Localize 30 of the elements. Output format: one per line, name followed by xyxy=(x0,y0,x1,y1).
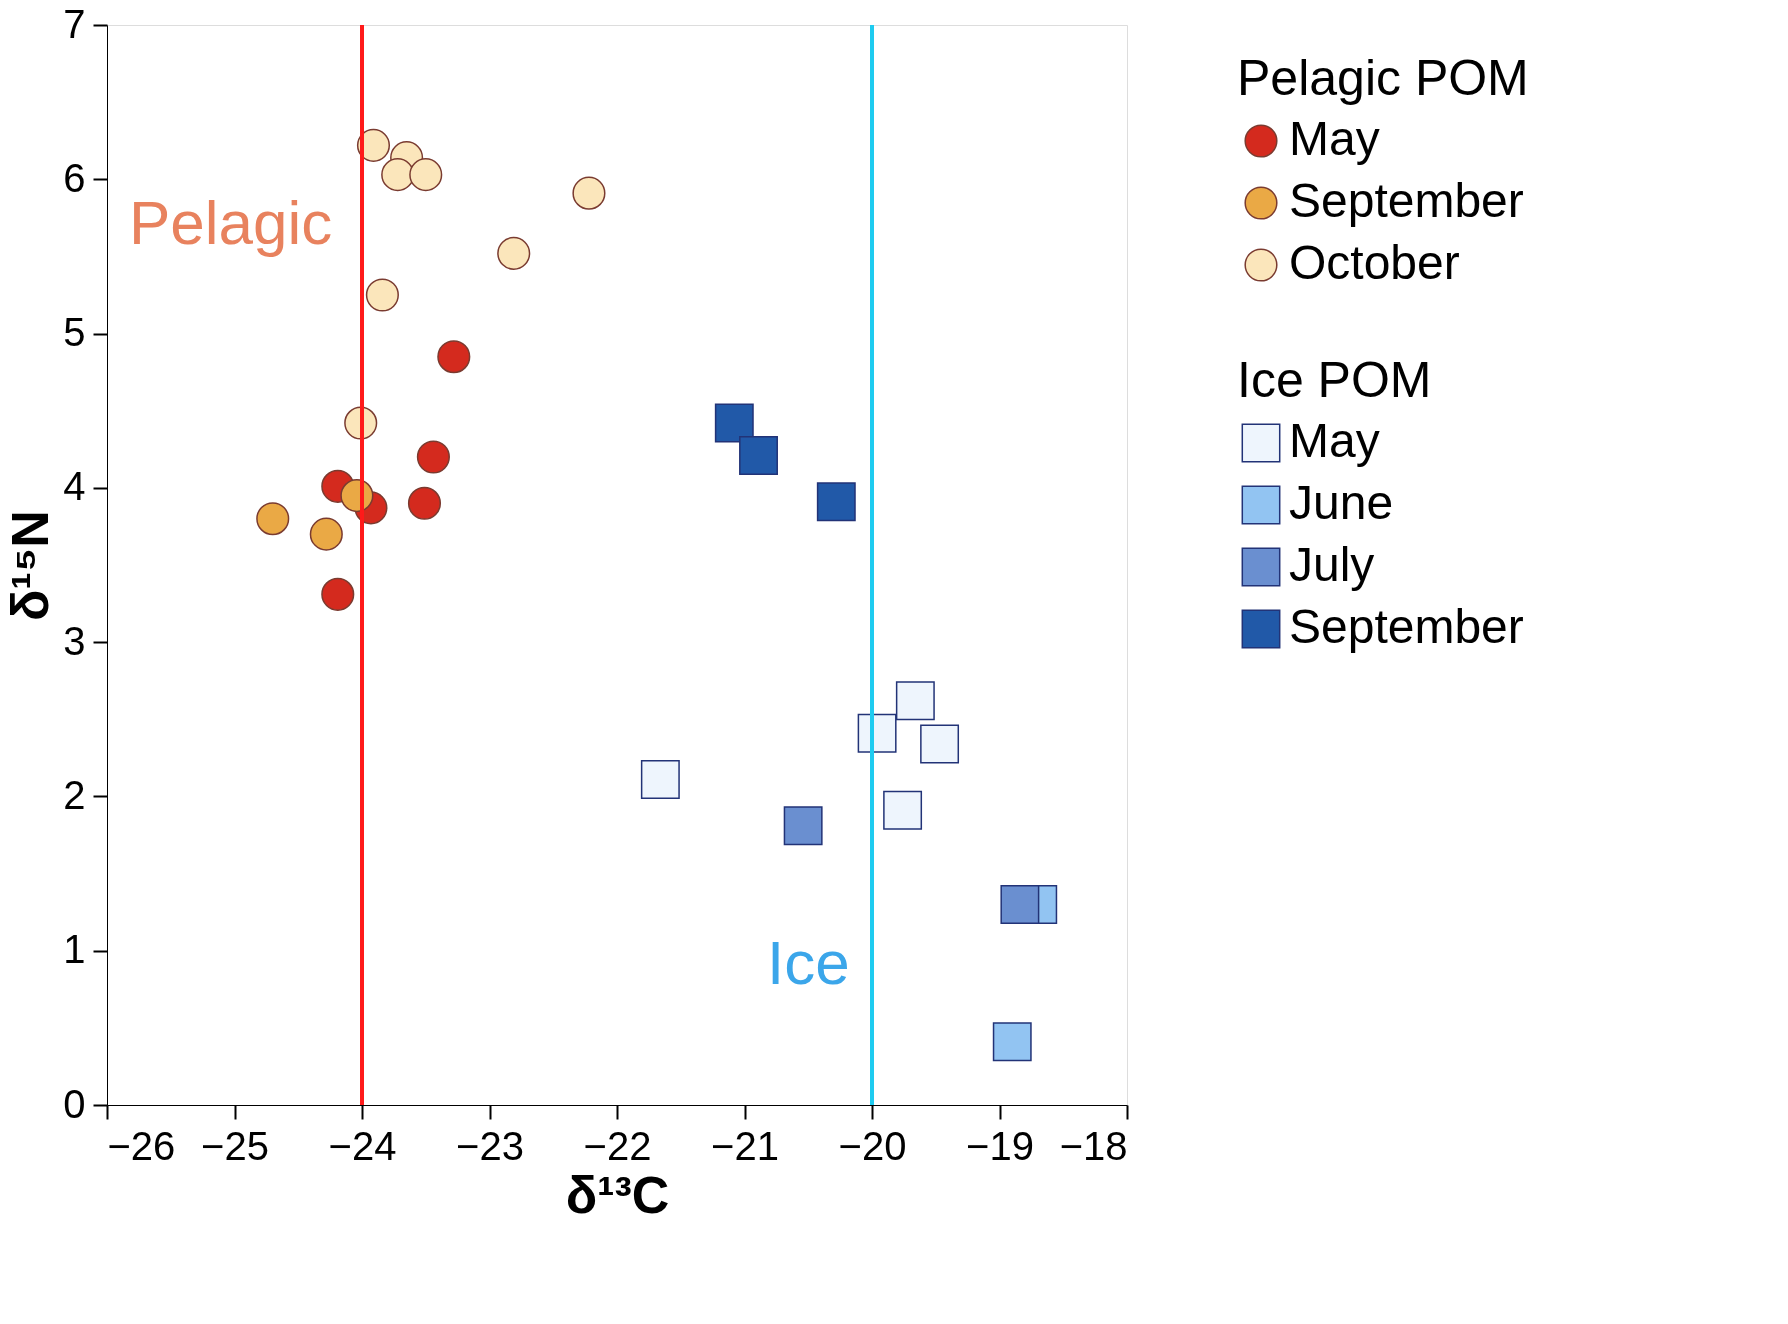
legend-label: June xyxy=(1289,476,1394,529)
legend-label: July xyxy=(1289,538,1375,591)
x-tick-label: −26 xyxy=(107,1123,176,1168)
legend-label: September xyxy=(1289,174,1524,227)
x-tick-label: −19 xyxy=(966,1123,1034,1168)
x-tick-label: −20 xyxy=(838,1123,907,1168)
x-tick-label: −21 xyxy=(711,1123,779,1168)
y-axis-title: δ¹⁵N xyxy=(1,510,60,621)
annotation: Pelagic xyxy=(129,188,333,257)
x-tick-label: −18 xyxy=(1059,1123,1128,1168)
y-tick-label: 5 xyxy=(63,310,86,355)
annotation: Ice xyxy=(767,928,850,997)
x-tick-label: −22 xyxy=(583,1123,652,1168)
legend-label: October xyxy=(1289,236,1460,289)
y-tick-label: 7 xyxy=(63,1,86,46)
y-tick-label: 0 xyxy=(63,1081,86,1126)
legend-label: May xyxy=(1289,112,1380,165)
y-tick-label: 4 xyxy=(63,464,86,509)
y-tick-label: 6 xyxy=(63,155,86,200)
legend-label: May xyxy=(1289,414,1380,467)
x-axis-title: δ¹³C xyxy=(565,1165,670,1224)
x-tick-label: −24 xyxy=(328,1123,397,1168)
text: Pelagic POM xyxy=(1237,50,1529,106)
y-tick-label: 2 xyxy=(63,772,86,817)
text: Ice POM xyxy=(1237,352,1432,408)
legend-label: September xyxy=(1289,600,1524,653)
y-tick-label: 3 xyxy=(63,618,86,663)
y-tick-label: 1 xyxy=(63,927,86,972)
x-tick-label: −25 xyxy=(201,1123,269,1168)
x-tick-label: −23 xyxy=(456,1123,524,1168)
